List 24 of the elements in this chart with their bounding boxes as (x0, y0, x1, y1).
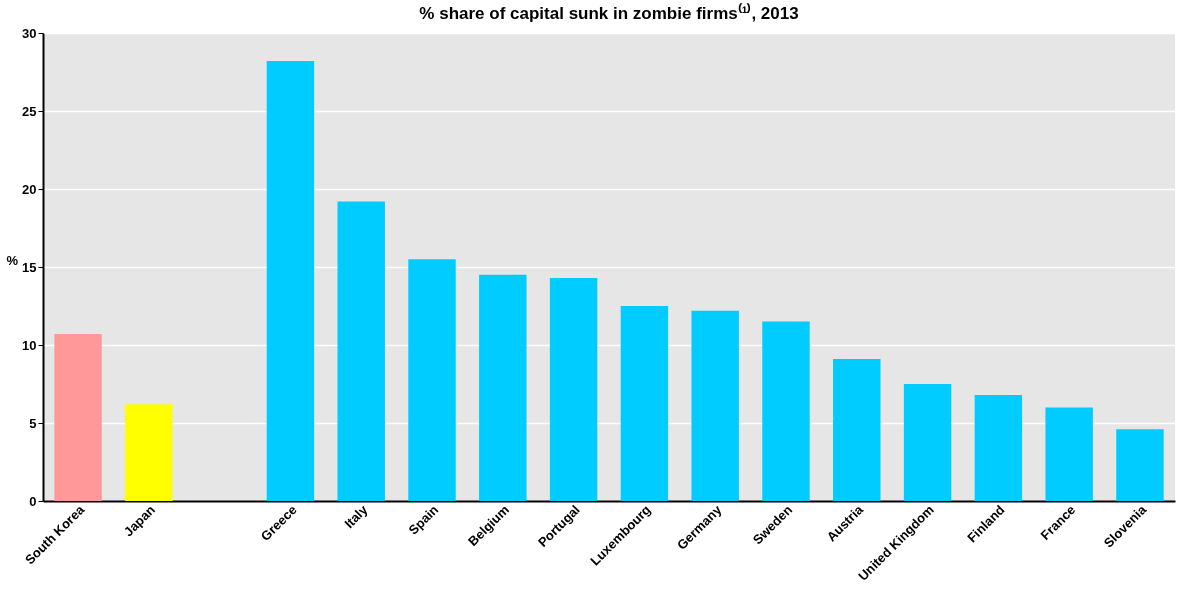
bar (125, 404, 173, 501)
chart-title: % share of capital sunk in zombie firms⁽¹⁾, 2013 (419, 3, 799, 23)
bar (762, 321, 810, 501)
bar (903, 384, 952, 501)
y-axis-title: % (6, 252, 19, 268)
y-tick-label: 5 (29, 415, 37, 431)
y-tick-label: 25 (22, 103, 37, 119)
bar (833, 359, 881, 501)
bar (337, 201, 385, 501)
y-tick-label: 0 (29, 493, 37, 509)
y-tick-label: 15 (22, 259, 37, 275)
bar (620, 306, 669, 501)
bar (1116, 429, 1164, 501)
bar (549, 277, 598, 501)
bar (408, 259, 456, 501)
y-tick-label: 30 (22, 25, 37, 41)
bar (974, 394, 1023, 501)
bar (479, 274, 527, 501)
y-tick-label: 10 (22, 337, 37, 353)
bar (266, 61, 315, 501)
bar (1045, 407, 1093, 501)
bar (691, 310, 739, 501)
bar (54, 334, 102, 501)
y-tick-label: 20 (22, 181, 37, 197)
